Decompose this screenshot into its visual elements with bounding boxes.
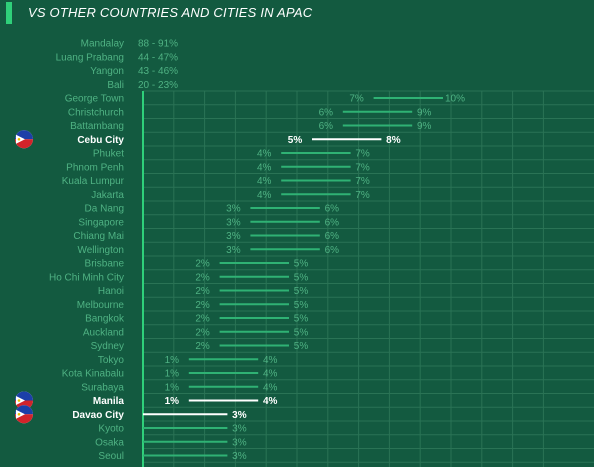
high-value-label: 5% xyxy=(294,314,309,325)
high-value-label: 7% xyxy=(355,176,370,187)
city-label: Yangon xyxy=(90,66,124,77)
low-value-label: 4% xyxy=(257,162,272,173)
city-label: Auckland xyxy=(83,327,124,338)
city-label: Battambang xyxy=(70,121,124,132)
city-label: Davao City xyxy=(72,410,124,421)
high-value-label: 7% xyxy=(355,162,370,173)
city-label: Seoul xyxy=(98,451,124,462)
high-value-label: 5% xyxy=(294,272,309,283)
title-accent-bar xyxy=(6,2,12,24)
high-value-label: 5% xyxy=(294,286,309,297)
city-label: Bali xyxy=(107,80,124,91)
range-value-label: 20 - 23% xyxy=(138,80,178,91)
high-value-label: 7% xyxy=(355,190,370,201)
city-label: Christchurch xyxy=(68,107,124,118)
low-value-label: 1% xyxy=(165,382,180,393)
low-value-label: 2% xyxy=(195,286,210,297)
low-value-label: 2% xyxy=(195,272,210,283)
low-value-label: 1% xyxy=(165,355,180,366)
city-label: George Town xyxy=(65,94,124,105)
high-value-label: 5% xyxy=(294,259,309,270)
flag-white-triangle xyxy=(16,396,25,405)
high-value-label: 6% xyxy=(325,245,340,256)
low-value-label: 2% xyxy=(195,259,210,270)
low-value-label: 3% xyxy=(226,217,241,228)
high-value-label: 5% xyxy=(294,341,309,352)
low-value-label: 1% xyxy=(165,369,180,380)
flag-white-triangle xyxy=(16,409,25,419)
high-value-label: 10% xyxy=(445,94,465,105)
flag-white-triangle xyxy=(16,134,25,144)
high-value-label: 6% xyxy=(325,204,340,215)
low-value-label: 3% xyxy=(226,231,241,242)
city-label: Kyoto xyxy=(98,424,124,435)
city-label: Brisbane xyxy=(85,259,125,270)
city-label: Jakarta xyxy=(91,190,124,201)
low-value-label: 6% xyxy=(319,107,334,118)
high-value-label: 9% xyxy=(417,107,432,118)
range-value-label: 88 - 91% xyxy=(138,39,178,50)
low-value-label: 1% xyxy=(165,396,180,407)
low-value-label: 2% xyxy=(195,327,210,338)
city-label: Surabaya xyxy=(81,382,124,393)
low-value-label: 3% xyxy=(226,204,241,215)
city-label: Chiang Mai xyxy=(73,231,124,242)
high-value-label: 7% xyxy=(355,149,370,160)
flag-sun xyxy=(17,399,21,402)
city-label: Ho Chi Minh City xyxy=(49,272,124,283)
high-value-label: 4% xyxy=(263,382,278,393)
high-value-label: 5% xyxy=(294,300,309,311)
city-label: Mandalay xyxy=(81,39,124,50)
low-value-label: 2% xyxy=(195,314,210,325)
city-label: Tokyo xyxy=(98,355,125,366)
city-label: Kota Kinabalu xyxy=(62,369,124,380)
city-label: Wellington xyxy=(77,245,124,256)
city-label: Melbourne xyxy=(77,300,125,311)
city-label: Da Nang xyxy=(85,204,124,215)
low-value-label: 4% xyxy=(257,149,272,160)
city-label: Kuala Lumpur xyxy=(62,176,125,187)
high-value-label: 4% xyxy=(263,369,278,380)
high-value-label: 6% xyxy=(325,217,340,228)
low-value-label: 4% xyxy=(257,190,272,201)
low-value-label: 7% xyxy=(349,94,364,105)
high-value-label: 5% xyxy=(294,327,309,338)
low-value-label: 3% xyxy=(226,245,241,256)
city-label: Phuket xyxy=(93,149,124,160)
city-label: Singapore xyxy=(78,217,124,228)
low-value-label: 2% xyxy=(195,300,210,311)
chart-title: VS OTHER COUNTRIES AND CITIES IN APAC xyxy=(28,5,313,20)
high-value-label: 4% xyxy=(263,396,278,407)
high-value-label: 3% xyxy=(232,451,247,462)
low-value-label: 6% xyxy=(319,121,334,132)
high-value-label: 4% xyxy=(263,355,278,366)
flag-sun xyxy=(17,137,21,141)
city-label: Luang Prabang xyxy=(56,52,124,63)
high-value-label: 3% xyxy=(232,437,247,448)
flag-sun xyxy=(17,412,21,416)
range-value-label: 43 - 46% xyxy=(138,66,178,77)
high-value-label: 3% xyxy=(232,410,247,421)
high-value-label: 8% xyxy=(386,135,401,146)
city-label: Cebu City xyxy=(77,135,124,146)
high-value-label: 9% xyxy=(417,121,432,132)
range-value-label: 44 - 47% xyxy=(138,52,178,63)
city-label: Manila xyxy=(93,396,125,407)
city-label: Sydney xyxy=(91,341,124,352)
city-label: Osaka xyxy=(95,437,124,448)
high-value-label: 6% xyxy=(325,231,340,242)
high-value-label: 3% xyxy=(232,424,247,435)
low-value-label: 2% xyxy=(195,341,210,352)
city-label: Hanoi xyxy=(98,286,124,297)
low-value-label: 5% xyxy=(288,135,303,146)
city-label: Bangkok xyxy=(85,314,125,325)
low-value-label: 4% xyxy=(257,176,272,187)
city-label: Phnom Penh xyxy=(66,162,124,173)
